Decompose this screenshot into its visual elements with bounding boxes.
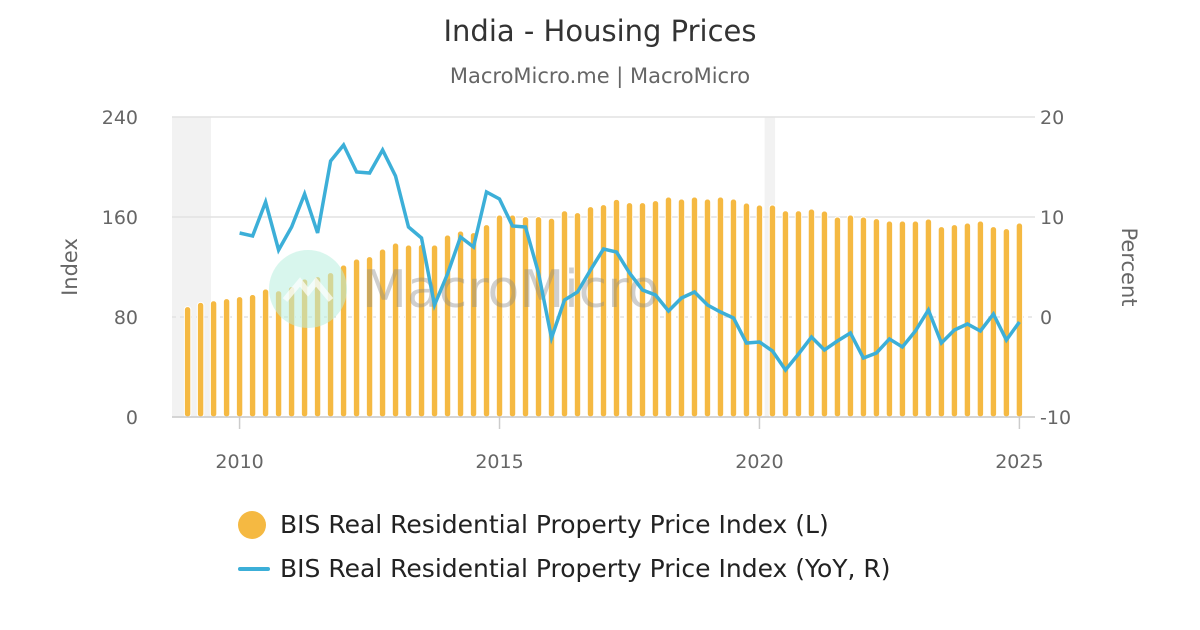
bar [976, 220, 985, 418]
bar [794, 210, 803, 418]
watermark-text: MacroMicro [362, 260, 659, 320]
legend-label: BIS Real Residential Property Price Inde… [280, 510, 829, 539]
y-left-tick-label: 240 [102, 107, 138, 129]
bar [456, 230, 465, 418]
bar [716, 196, 725, 418]
bar [820, 210, 829, 418]
bar [872, 218, 881, 418]
bar [911, 220, 920, 418]
bar [833, 216, 842, 418]
bar [482, 224, 491, 418]
bar [742, 202, 751, 418]
chart-title: India - Housing Prices [443, 14, 757, 48]
bar [222, 298, 231, 418]
bar [898, 220, 907, 418]
legend-label: BIS Real Residential Property Price Inde… [280, 554, 891, 583]
bar [183, 306, 192, 418]
legend-item-yoy[interactable]: BIS Real Residential Property Price Inde… [238, 554, 891, 583]
bar [1015, 222, 1024, 418]
bar [807, 208, 816, 418]
bar [859, 216, 868, 418]
y-axis-right-label: Percent [1117, 227, 1141, 306]
y-right-tick-label: -10 [1040, 407, 1071, 429]
x-tick-label: 2020 [735, 451, 783, 473]
y-left-tick-label: 160 [102, 207, 138, 229]
y-left-tick-label: 80 [114, 307, 138, 329]
watermark-logo-mark [282, 277, 334, 302]
y-axis-left-label: Index [58, 238, 82, 296]
bar [196, 301, 205, 418]
watermark: MacroMicro [269, 250, 659, 328]
bar [677, 198, 686, 418]
bar [846, 214, 855, 418]
bar [352, 258, 361, 418]
bar [1002, 228, 1011, 418]
bar [248, 294, 257, 418]
bar [963, 222, 972, 418]
x-tick-label: 2025 [995, 451, 1043, 473]
chart-subtitle: MacroMicro.me | MacroMicro [449, 64, 751, 88]
yoy-line [239, 141, 1021, 373]
bar [209, 300, 218, 418]
bar [937, 226, 946, 418]
x-tick-label: 2015 [475, 451, 523, 473]
legend-swatch-dot [238, 510, 266, 539]
recession-band [172, 117, 211, 417]
bar [690, 196, 699, 418]
y-right-tick-label: 10 [1040, 207, 1064, 229]
y-left-tick-label: 0 [126, 407, 138, 429]
line-series [239, 141, 1021, 373]
y-right-tick-label: 0 [1040, 307, 1052, 329]
y-right-tick-label: 20 [1040, 107, 1064, 129]
bar [235, 296, 244, 418]
bar [755, 204, 764, 418]
bar [729, 198, 738, 418]
bar [768, 204, 777, 418]
bar [261, 288, 270, 418]
bar [885, 220, 894, 418]
legend-item-index[interactable]: BIS Real Residential Property Price Inde… [238, 510, 829, 539]
x-tick-label: 2010 [215, 451, 263, 473]
legend-swatch-line [238, 566, 270, 571]
bar [950, 224, 959, 418]
axes: 0 80 160 240 -10 0 10 20 2010 2015 2020 2025 [102, 107, 1071, 473]
bar [781, 210, 790, 418]
